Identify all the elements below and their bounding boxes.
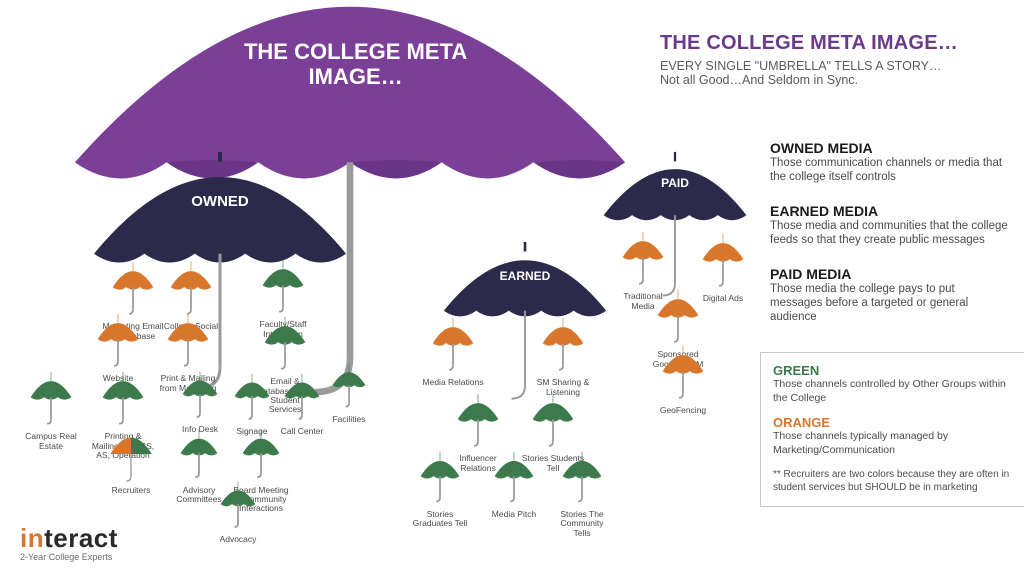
legend-note: ** Recruiters are two colors because the… [773,468,1023,494]
legend-box: GREEN Those channels controlled by Other… [760,352,1024,507]
def-body: Those communication channels or media th… [770,156,1010,185]
section-label-paid: PAID [600,176,750,190]
small-umbrella: Info Desk [180,370,220,435]
def-body: Those media the college pays to put mess… [770,282,1010,325]
small-umbrella: GeoFencing [660,344,706,416]
def-body: Those media and communities that the col… [770,219,1010,248]
small-umbrella-label: Recruiters [99,486,163,495]
small-umbrella: Stories Graduates Tell [418,450,462,529]
def-paid: PAID MEDIA Those media the college pays … [770,266,1010,325]
small-umbrella-label: Media Pitch [483,510,545,519]
small-umbrella: Campus Real Estate [28,370,74,451]
header-block: THE COLLEGE META IMAGE… EVERY SINGLE "UM… [660,32,1010,87]
small-umbrella-label: GeoFencing [651,406,715,415]
legend-orange-head: ORANGE [773,415,1023,430]
small-umbrella-label: Media Relations [421,378,485,387]
small-umbrella: Media Relations [430,316,476,388]
small-umbrella: Advocacy [218,480,258,545]
small-umbrella: Signage [232,372,272,437]
definitions: OWNED MEDIA Those communication channels… [770,140,1010,343]
small-umbrella: Facilities [330,362,368,424]
small-umbrella-label: Stories Graduates Tell [409,510,471,529]
logo-tag: 2-Year College Experts [20,552,118,562]
infographic-stage: THE COLLEGE META IMAGE… EVERY SINGLE "UM… [0,0,1024,576]
small-umbrella: SM Sharing & Listening [540,316,586,397]
def-owned: OWNED MEDIA Those communication channels… [770,140,1010,185]
logo: interact 2-Year College Experts [20,523,118,562]
small-umbrella: Recruiters [108,428,154,495]
logo-rest: teract [44,523,118,553]
def-head: PAID MEDIA [770,266,1010,282]
def-earned: EARNED MEDIA Those media and communities… [770,203,1010,248]
legend-orange-body: Those channels typically managed by Mark… [773,430,1023,457]
legend-green-body: Those channels controlled by Other Group… [773,378,1023,405]
section-label-owned: OWNED [90,193,350,210]
small-umbrella: Stories The Community Tells [560,450,604,538]
small-umbrella: Advisory Committees [178,428,220,504]
def-head: OWNED MEDIA [770,140,1010,156]
header-sub1: EVERY SINGLE "UMBRELLA" TELLS A STORY… [660,59,1010,73]
logo-brand: interact [20,523,118,554]
small-umbrella-label: Campus Real Estate [19,432,83,451]
small-umbrella: Digital Ads [700,232,746,304]
header-title: THE COLLEGE META IMAGE… [660,32,1010,55]
main-umbrella-title: THE COLLEGE META IMAGE… [238,39,473,90]
small-umbrella: Media Pitch [492,450,536,519]
small-umbrella: Call Center [282,372,322,437]
header-sub2: Not all Good…And Seldom in Sync. [660,73,1010,87]
small-umbrella-label: Stories The Community Tells [551,510,613,538]
legend-green-head: GREEN [773,363,1023,378]
section-label-earned: EARNED [440,269,610,283]
logo-pre: in [20,523,44,553]
small-umbrella-label: Advocacy [209,535,267,544]
def-head: EARNED MEDIA [770,203,1010,219]
small-umbrella-label: Facilities [321,415,377,424]
